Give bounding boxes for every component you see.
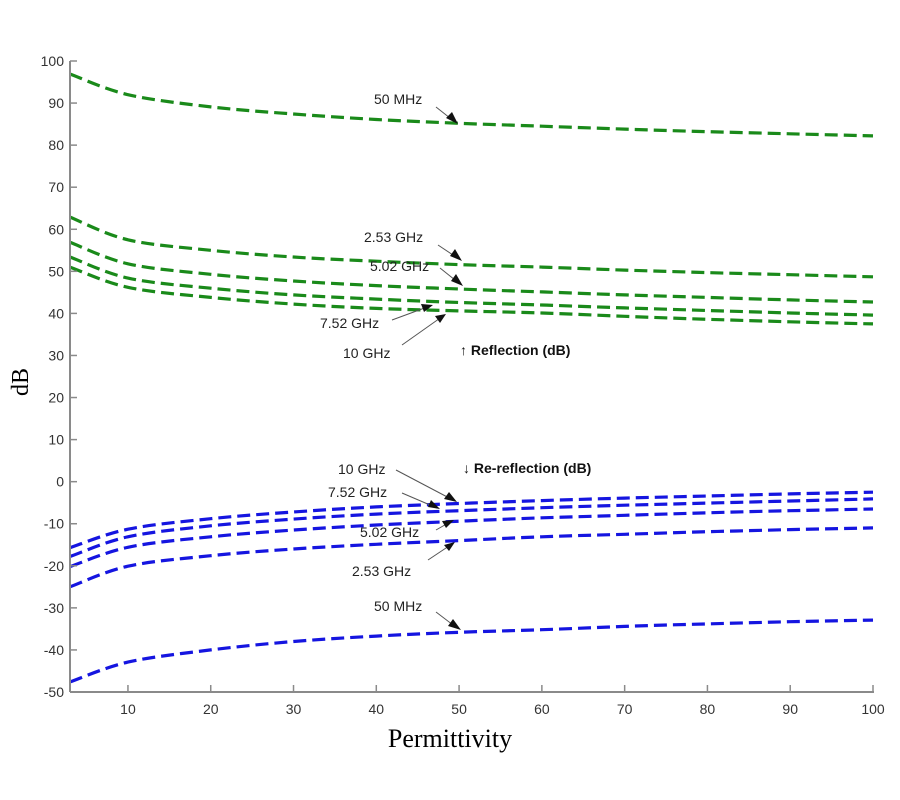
x-tick-label: 20 xyxy=(203,701,219,717)
annotation-reflection-7-52ghz: 7.52 GHz xyxy=(320,315,379,331)
series-line-re-reflection-7-52-ghz xyxy=(69,497,874,559)
x-ticks: 10 20 30 40 50 60 70 80 90 100 xyxy=(120,685,885,717)
arrow-re-reflection-10ghz xyxy=(395,469,454,501)
annotations: 50 MHz 2.53 GHz 5.02 GHz 7.52 GHz 10 GHz… xyxy=(320,91,591,630)
y-tick-label: 10 xyxy=(48,432,64,448)
y-tick-label: -40 xyxy=(44,642,64,658)
x-tick-label: 30 xyxy=(286,701,302,717)
series-line-reflection-50-mhz xyxy=(69,72,874,138)
arrowhead-re-reflection-2-53ghz xyxy=(444,542,455,551)
y-tick-label: -50 xyxy=(44,684,64,700)
x-tick-label: 100 xyxy=(861,701,885,717)
annotation-re-reflection-group: ↓ Re-reflection (dB) xyxy=(463,460,591,476)
arrowhead-reflection-10ghz xyxy=(435,314,446,323)
arrowhead-reflection-2-53ghz xyxy=(450,249,462,261)
arrowhead-reflection-50mhz xyxy=(446,112,458,124)
annotation-reflection-2-53ghz: 2.53 GHz xyxy=(364,229,423,245)
y-tick-label: 30 xyxy=(48,347,64,363)
y-tick-label: 0 xyxy=(56,474,64,490)
series-layer xyxy=(69,72,874,684)
y-axis-title: dB xyxy=(8,368,34,396)
annotation-reflection-group: ↑ Reflection (dB) xyxy=(460,342,570,358)
y-tick-label: 100 xyxy=(41,53,65,69)
arrow-reflection-10ghz xyxy=(401,315,444,346)
arrowhead-reflection-5-02ghz xyxy=(451,274,463,286)
annotation-reflection-10ghz: 10 GHz xyxy=(343,345,390,361)
series-line-reflection-5-02-ghz xyxy=(69,240,874,304)
y-tick-label: 50 xyxy=(48,263,64,279)
series-line-reflection-10-ghz xyxy=(69,265,874,326)
y-tick-label: 80 xyxy=(48,137,64,153)
axes xyxy=(69,61,874,693)
y-tick-label: -10 xyxy=(44,516,64,532)
x-tick-label: 60 xyxy=(534,701,550,717)
annotation-re-reflection-2-53ghz: 2.53 GHz xyxy=(352,563,411,579)
annotation-re-reflection-5-02ghz: 5.02 GHz xyxy=(360,524,419,540)
x-tick-label: 80 xyxy=(700,701,716,717)
y-tick-label: 70 xyxy=(48,179,64,195)
series-line-re-reflection-5-02-ghz xyxy=(69,507,874,569)
annotation-reflection-5-02ghz: 5.02 GHz xyxy=(370,258,429,274)
y-tick-label: -30 xyxy=(44,600,64,616)
y-tick-label: 40 xyxy=(48,305,64,321)
y-tick-label: 20 xyxy=(48,390,64,406)
annotation-re-reflection-7-52ghz: 7.52 GHz xyxy=(328,484,387,500)
arrowhead-re-reflection-50mhz xyxy=(448,619,461,630)
y-tick-label: 60 xyxy=(48,221,64,237)
y-tick-label: -20 xyxy=(44,558,64,574)
annotation-re-reflection-10ghz: 10 GHz xyxy=(338,461,385,477)
series-line-re-reflection-50-mhz xyxy=(69,618,874,684)
series-line-re-reflection-10-ghz xyxy=(69,490,874,550)
x-tick-label: 70 xyxy=(617,701,633,717)
arrowhead-reflection-7-52ghz xyxy=(421,304,433,312)
arrowhead-re-reflection-5-02ghz xyxy=(442,520,454,528)
x-tick-label: 50 xyxy=(451,701,467,717)
arrowhead-re-reflection-7-52ghz xyxy=(428,500,440,509)
annotation-re-reflection-50mhz: 50 MHz xyxy=(374,598,422,614)
x-tick-label: 40 xyxy=(369,701,385,717)
x-tick-label: 10 xyxy=(120,701,136,717)
series-line-reflection-7-52-ghz xyxy=(69,255,874,317)
x-axis-title: Permittivity xyxy=(388,724,512,753)
y-tick-label: 90 xyxy=(48,95,64,111)
series-line-re-reflection-2-53-ghz xyxy=(69,526,874,589)
arrowhead-re-reflection-10ghz xyxy=(444,492,457,502)
x-tick-label: 90 xyxy=(782,701,798,717)
annotation-reflection-50mhz: 50 MHz xyxy=(374,91,422,107)
series-line-reflection-2-53-ghz xyxy=(69,215,874,279)
